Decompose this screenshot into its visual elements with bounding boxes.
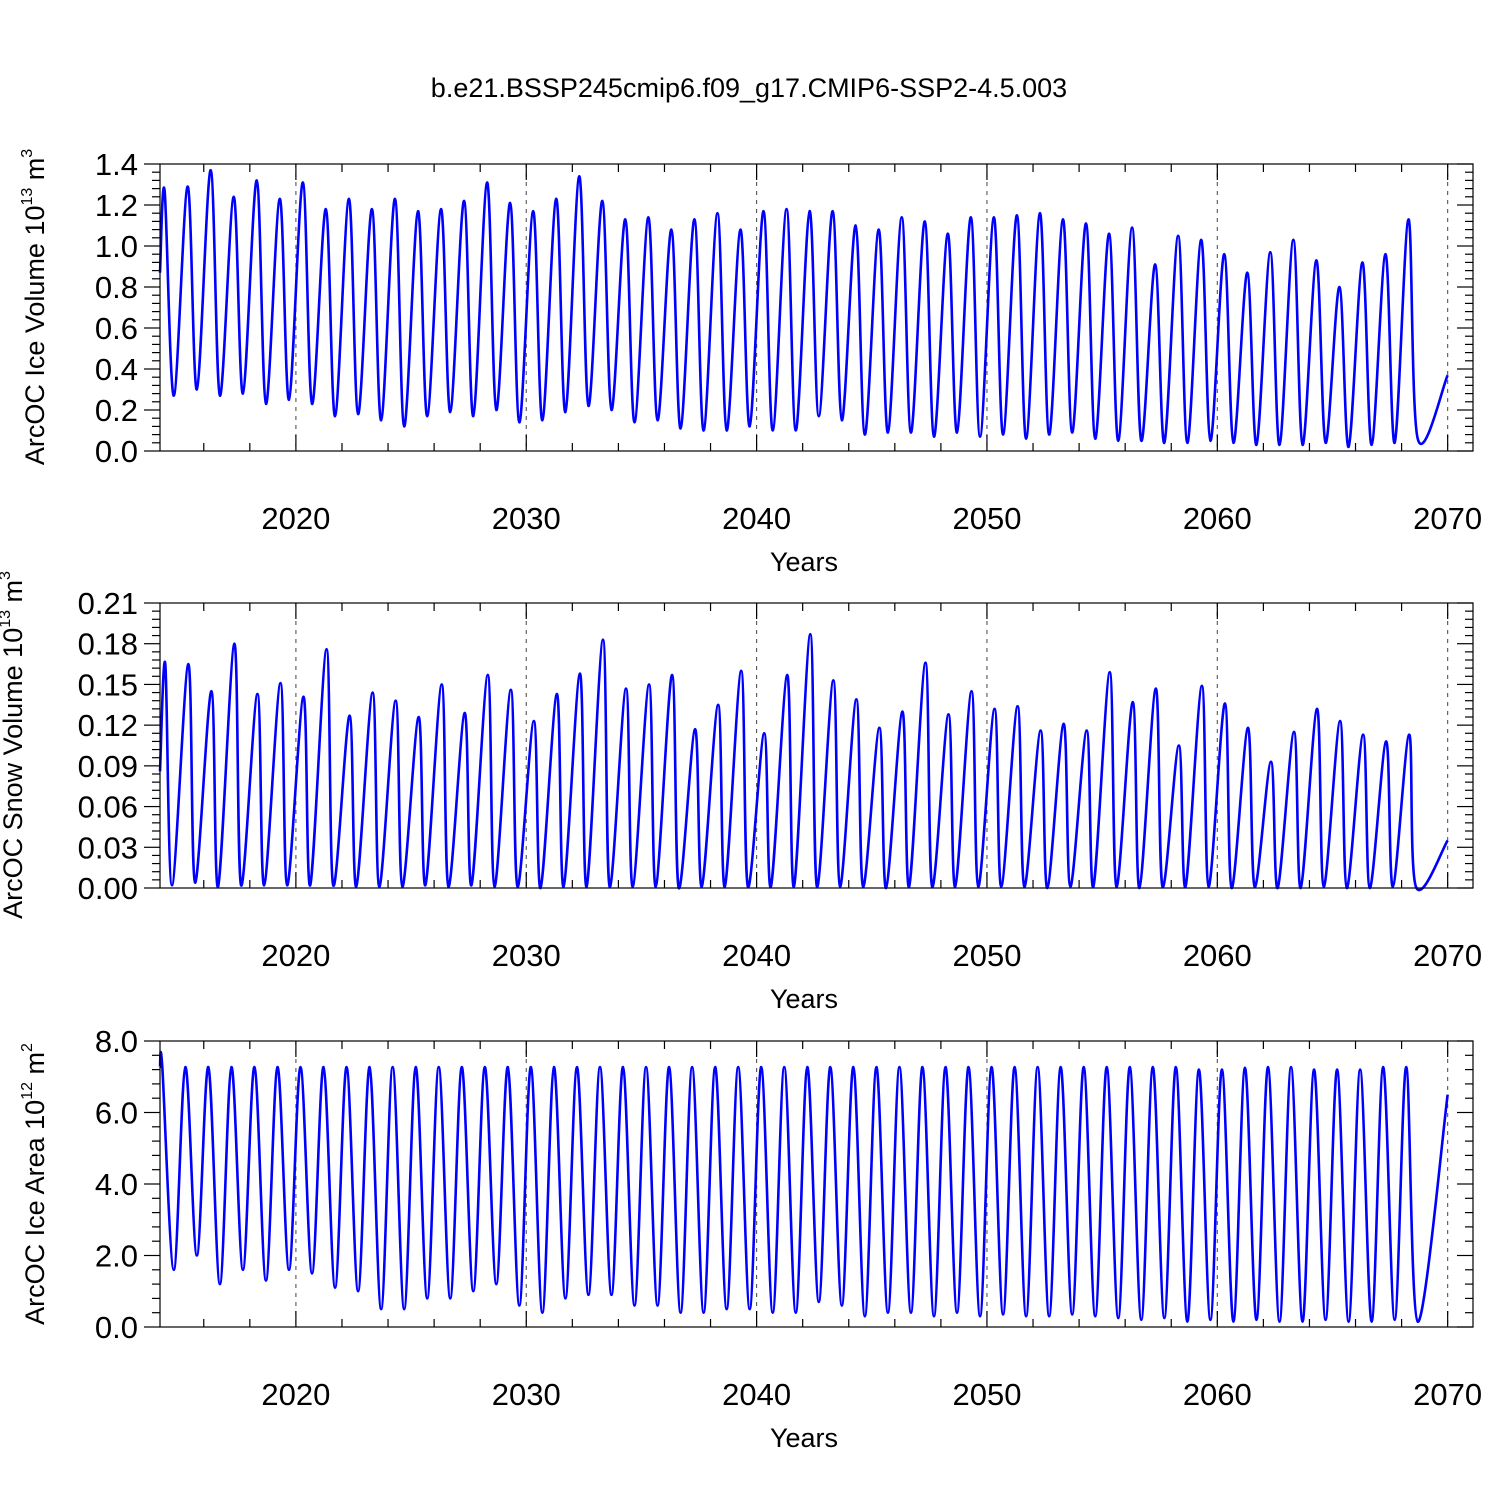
- snow-volume-y-tick-label: 0.00: [78, 871, 138, 906]
- snow-volume-y-label-main: ArcOC Snow Volume 10: [0, 628, 28, 919]
- snow-volume-y-label-exponent: 13: [0, 610, 14, 628]
- snow-volume-x-axis-label: Years: [770, 984, 838, 1014]
- ice-volume-y-tick-label: 1.0: [95, 229, 138, 264]
- snow-volume-y-tick-label: 0.18: [78, 627, 138, 662]
- snow-volume-y-tick-label: 0.06: [78, 790, 138, 825]
- ice-volume-y-tick-label: 0.6: [95, 311, 138, 346]
- ice-area-x-tick-label-2060: 2060: [1183, 1377, 1252, 1412]
- ice-volume-ticks: [144, 163, 1473, 452]
- snow-volume-tick-labels: 2020 2030 2040 2050 2060 2070 0.00 0.03 0.06 0.09…: [78, 586, 1482, 973]
- ice-volume-y-tick-label: 1.2: [95, 188, 138, 223]
- ice-area-x-tick-label-2030: 2030: [492, 1377, 561, 1412]
- ice-volume-panel: 2020 2030 2040 2050 2060 2070 0.0 0.2 0.4 0.6 0.8 1…: [19, 147, 1482, 577]
- ice-area-x-tick-label-2040: 2040: [722, 1377, 791, 1412]
- ice-area-y-tick-label: 0.0: [95, 1310, 138, 1345]
- snow-volume-x-tick-label-2070: 2070: [1413, 938, 1482, 973]
- snow-volume-y-tick-label: 0.15: [78, 667, 138, 702]
- ice-volume-x-tick-label-2020: 2020: [261, 501, 330, 536]
- snow-volume-y-label-unit: m: [0, 580, 28, 610]
- ice-area-y-label-exponent: 12: [19, 1082, 36, 1100]
- snow-volume-y-label-unit-exponent: 3: [0, 571, 14, 580]
- ice-volume-y-label-unit-exponent: 3: [19, 149, 36, 158]
- ice-area-x-axis-label: Years: [770, 1423, 838, 1453]
- ice-volume-y-tick-label: 1.4: [95, 147, 138, 182]
- ice-volume-x-axis-label: Years: [770, 547, 838, 577]
- ice-area-y-tick-label: 2.0: [95, 1239, 138, 1274]
- ice-area-y-tick-label: 4.0: [95, 1167, 138, 1202]
- ice-area-tick-labels: 2020 2030 2040 2050 2060 2070 0.0 2.0 4.0 6.0 8.0: [95, 1024, 1482, 1412]
- ice-area-y-label-unit: m: [20, 1052, 50, 1082]
- snow-volume-y-axis-label: ArcOC Snow Volume 1013 m3: [0, 571, 28, 919]
- ice-volume-y-tick-label: 0.2: [95, 393, 138, 428]
- snow-volume-x-tick-label-2030: 2030: [492, 938, 561, 973]
- ice-area-ticks: [144, 1040, 1473, 1328]
- ice-volume-y-tick-label: 0.0: [95, 434, 138, 469]
- ice-area-panel: 2020 2030 2040 2050 2060 20700.02.04.06.08.0 …: [19, 1024, 1482, 1453]
- ice-area-x-tick-label-2050: 2050: [952, 1377, 1021, 1412]
- ice-volume-tick-labels: 2020 2030 2040 2050 2060 2070 0.0 0.2 0.4 0.6 0.8 1…: [95, 147, 1482, 536]
- ice-area-x-tick-label-2070: 2070: [1413, 1377, 1482, 1412]
- snow-volume-y-tick-label: 0.03: [78, 830, 138, 865]
- snow-volume-x-tick-label-2060: 2060: [1183, 938, 1252, 973]
- snow-volume-x-tick-label-2050: 2050: [952, 938, 1021, 973]
- ice-area-y-tick-label: 6.0: [95, 1096, 138, 1131]
- snow-volume-y-tick-label: 0.09: [78, 749, 138, 784]
- snow-volume-panel: 2020 2030 2040 2050 2060 2070 0.00 0.03 0.06 0.09…: [0, 571, 1482, 1014]
- ice-area-y-label-unit-exponent: 2: [19, 1043, 36, 1052]
- ice-area-grid: [295, 1041, 1449, 1327]
- snow-volume-plot-frame: [159, 602, 1474, 889]
- ice-volume-x-tick-label-2060: 2060: [1183, 501, 1252, 536]
- ice-volume-y-tick-label: 0.4: [95, 352, 138, 387]
- ice-area-y-tick-label: 8.0: [95, 1024, 138, 1059]
- snow-volume-grid: [295, 603, 1449, 888]
- ice-area-series-line: [158, 1050, 1449, 1323]
- ice-volume-x-tick-label-2050: 2050: [952, 501, 1021, 536]
- snow-volume-ticks: [144, 602, 1473, 889]
- figure-title: b.e21.BSSP245cmip6.f09_g17.CMIP6-SSP2-4.…: [431, 73, 1067, 103]
- ice-area-y-label-main: ArcOC Ice Area 10: [20, 1100, 50, 1325]
- ice-volume-x-tick-label-2030: 2030: [492, 501, 561, 536]
- ice-volume-grid: [295, 164, 1449, 451]
- ice-volume-y-label-exponent: 13: [19, 188, 36, 206]
- ice-volume-series-line: [158, 168, 1449, 449]
- snow-volume-x-tick-label-2040: 2040: [722, 938, 791, 973]
- ice-volume-plot-frame: [159, 163, 1474, 452]
- ice-volume-y-label-main: ArcOC Ice Volume 10: [20, 206, 50, 466]
- snow-volume-y-tick-label: 0.12: [78, 708, 138, 743]
- ice-volume-y-label-unit: m: [20, 158, 50, 188]
- snow-volume-series-line: [158, 632, 1449, 892]
- snow-volume-x-tick-label-2020: 2020: [261, 938, 330, 973]
- ice-volume-y-axis-label: ArcOC Ice Volume 1013 m3: [19, 149, 50, 465]
- ice-volume-x-tick-label-2070: 2070: [1413, 501, 1482, 536]
- ice-area-x-tick-label-2020: 2020: [261, 1377, 330, 1412]
- ice-volume-x-tick-label-2040: 2040: [722, 501, 791, 536]
- snow-volume-y-tick-label: 0.21: [78, 586, 138, 621]
- ice-volume-y-tick-label: 0.8: [95, 270, 138, 305]
- ice-area-y-axis-label: ArcOC Ice Area 1012 m2: [19, 1043, 50, 1325]
